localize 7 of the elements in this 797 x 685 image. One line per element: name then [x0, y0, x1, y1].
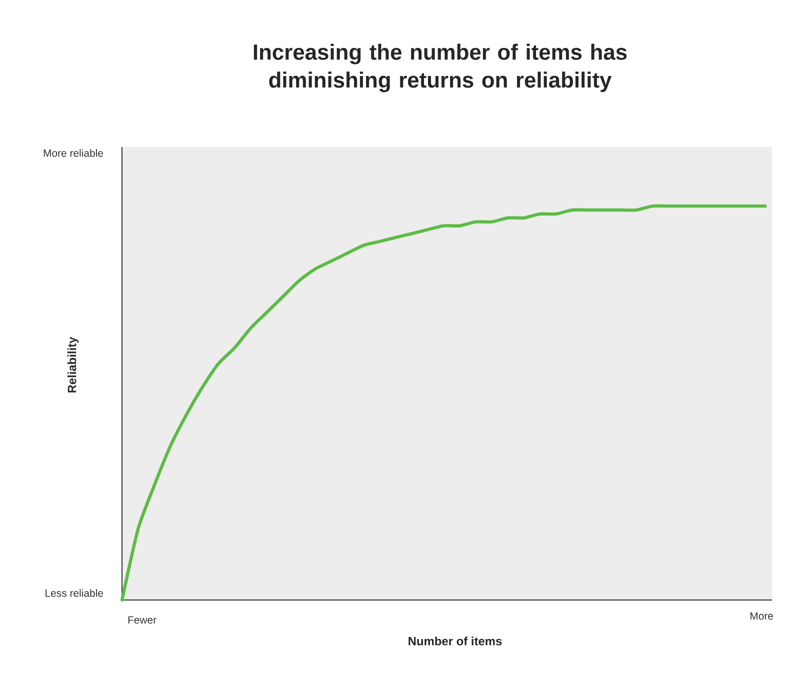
text: More reliable: [44, 149, 103, 157]
text: More: [750, 612, 774, 620]
x-axis-title: Number of items: [408, 636, 502, 646]
chart-title: Increasing the number of items has diminishing returns on reliability: [254, 44, 627, 92]
text: Fewer: [128, 616, 156, 624]
y-axis-title: Reliability: [67, 336, 79, 392]
text: Less reliable: [46, 589, 103, 597]
